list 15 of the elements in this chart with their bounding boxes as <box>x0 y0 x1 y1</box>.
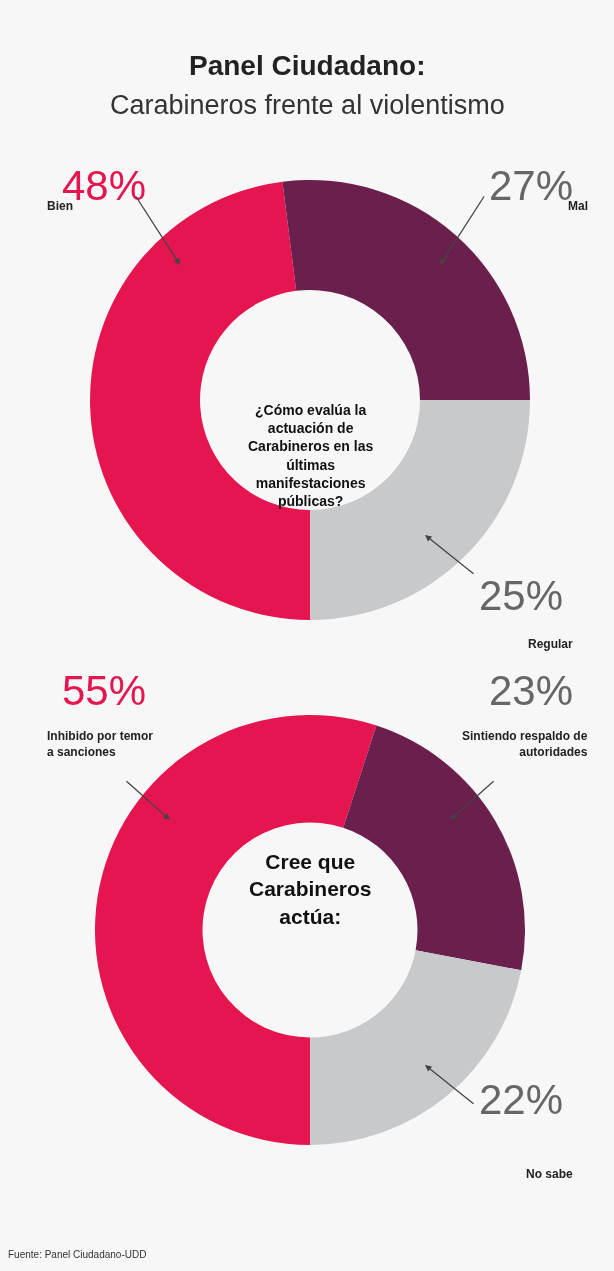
source-note: Fuente: Panel Ciudadano-UDD <box>8 1249 147 1260</box>
slice-label: No sabe <box>526 1167 574 1181</box>
chart-title: Panel Ciudadano: <box>189 50 426 81</box>
data-label: 23% <box>489 667 574 714</box>
text: Cree que Carabineros actúa: <box>249 850 372 928</box>
slice-label: Mal <box>568 199 589 213</box>
data-label: 22% <box>479 1076 564 1123</box>
slice-label: Sintiendo respaldo de autoridades <box>462 729 588 759</box>
data-label: 25% <box>479 572 564 619</box>
slice-label: Inhibido por temor a sanciones <box>47 729 154 759</box>
slice-label: Bien <box>47 199 74 213</box>
chart-subtitle: Carabineros frente al violentismo <box>110 90 505 120</box>
slice-label: Regular <box>528 637 574 651</box>
text: ¿Cómo evalúa la actuación de Carabineros en las últimas manifestaciones públicas? <box>248 402 374 509</box>
data-label: 55% <box>62 667 147 714</box>
